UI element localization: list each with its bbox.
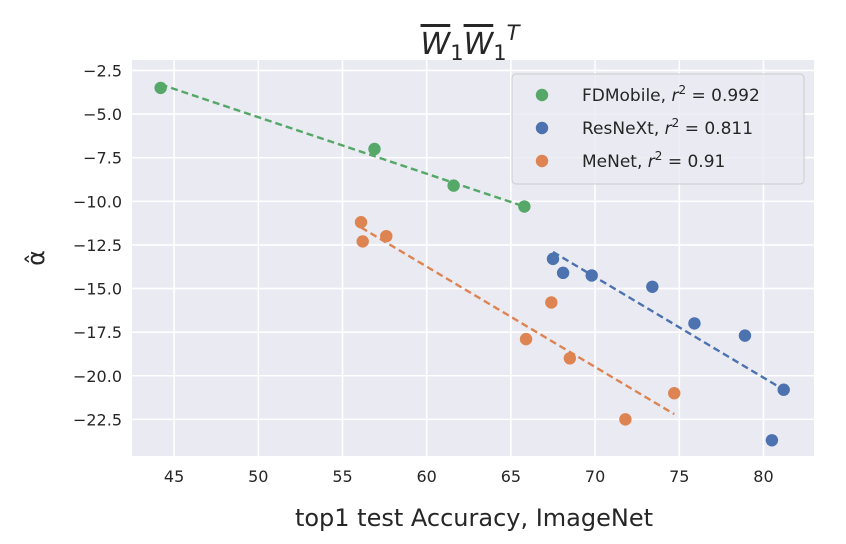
point-resnext: [738, 329, 752, 342]
point-resnext: [585, 269, 598, 282]
legend-marker-resnext: [535, 121, 549, 135]
y-tick-label: −10.0: [73, 192, 122, 211]
point-menet: [356, 235, 369, 248]
legend-marker-menet: [535, 154, 549, 168]
x-tick-label: 55: [332, 467, 352, 486]
legend-label-resnext: ResNeXt, r2 = 0.811: [582, 116, 753, 139]
data-points: [154, 81, 790, 447]
point-menet: [619, 413, 632, 426]
y-axis-label: α̂: [22, 250, 50, 266]
x-tick-label: 75: [669, 467, 689, 486]
point-fdmobile: [518, 200, 531, 213]
point-resnext: [546, 252, 560, 266]
point-menet: [668, 386, 681, 400]
x-tick-label: 70: [585, 467, 605, 486]
point-menet: [354, 216, 368, 229]
point-menet: [380, 229, 393, 243]
legend: FDMobile, r2 = 0.992 ResNeXt, r2 = 0.811 M…: [511, 73, 805, 185]
point-fdmobile: [154, 81, 167, 95]
x-axis-label: top1 test Accuracy, ImageNet: [295, 504, 653, 532]
point-resnext: [777, 383, 790, 396]
point-fdmobile: [368, 142, 381, 156]
y-tick-label: −15.0: [73, 280, 122, 299]
y-tick-label: −17.5: [73, 323, 122, 342]
legend-label-fdmobile: FDMobile, r2 = 0.992: [582, 83, 760, 106]
y-tick-label: −20.0: [73, 367, 122, 386]
legend-label-menet: MeNet, r2 = 0.91: [582, 149, 725, 172]
legend-box: [511, 73, 805, 185]
fit-line-menet: [360, 226, 675, 416]
x-tick-label: 60: [417, 467, 437, 486]
legend-marker-fdmobile: [535, 88, 549, 102]
point-resnext: [646, 280, 659, 293]
x-tick-label: 65: [501, 467, 521, 486]
y-tick-label: −5.0: [83, 105, 122, 124]
y-tick-label: −2.5: [83, 61, 122, 80]
chart-title: W1W1T: [421, 21, 522, 65]
x-tick-labels: 45 50 55 60 65 70 75 80: [164, 467, 774, 486]
fit-line-fdmobile: [160, 83, 525, 208]
point-fdmobile: [447, 179, 460, 192]
y-tick-label: −22.5: [73, 410, 122, 429]
point-menet: [545, 296, 558, 309]
x-tick-label: 45: [164, 467, 184, 486]
x-tick-label: 80: [753, 467, 773, 486]
point-menet: [563, 352, 577, 365]
point-resnext: [765, 434, 779, 447]
y-tick-label: −12.5: [73, 236, 122, 255]
y-tick-label: −7.5: [83, 149, 122, 168]
point-resnext: [556, 266, 570, 280]
y-tick-labels: −2.5 −5.0 −7.5 −10.0 −12.5 −15.0 −17.5 −20.0 −22…: [73, 61, 122, 429]
point-resnext: [688, 317, 701, 330]
point-menet: [519, 332, 533, 346]
x-tick-label: 50: [248, 467, 268, 486]
